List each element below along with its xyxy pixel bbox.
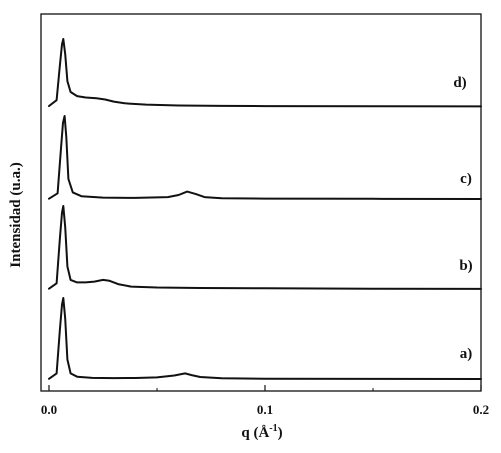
series-label-c: c) [460,171,472,187]
x-axis-label-superscript: -1 [269,423,277,434]
x-tick-label: 0.2 [473,402,489,417]
x-axis-label: q (Å-1) [241,423,282,441]
series-labels-group: a) b) c) d) [453,75,472,362]
x-tick-label: 0.0 [41,402,57,417]
plot-frame [40,13,482,392]
series-label-d: d) [453,75,466,91]
series-curve-b [48,205,482,290]
series-curve-c [48,115,482,200]
series-label-a: a) [460,346,473,362]
y-axis-label: Intensidad (u.a.) [8,162,24,267]
x-axis-label-close: ) [278,425,283,441]
x-axis-label-main: q (Å [241,425,269,441]
series-label-b: b) [459,258,472,274]
curves-group [48,38,482,380]
x-axis-ticks: 0.0 0.1 0.2 [41,385,489,417]
series-curve-a [48,297,482,380]
x-tick-label: 0.1 [257,402,273,417]
series-curve-d [48,38,482,108]
